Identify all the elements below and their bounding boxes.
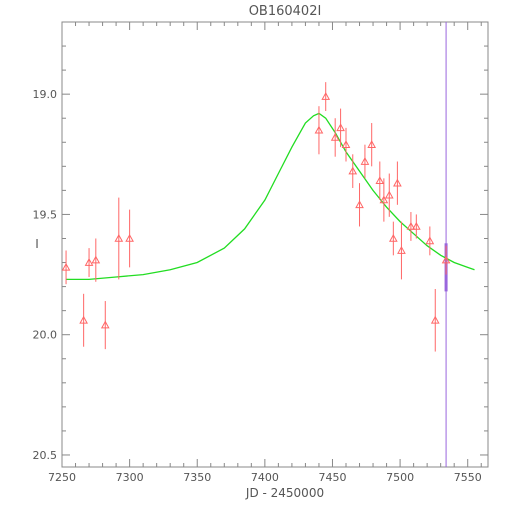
data-point-triangle (411, 221, 421, 230)
y-tick-label: 19.0 (33, 88, 58, 101)
y-tick-label: 19.5 (33, 208, 58, 221)
data-point-triangle (125, 233, 134, 242)
data-point-triangle (100, 320, 110, 329)
data-point-triangle (114, 233, 124, 242)
data-point-triangle (367, 140, 377, 148)
x-tick-label: 7500 (386, 471, 414, 484)
data-point-triangle (91, 255, 101, 264)
data-point-triangle (406, 221, 416, 230)
plot-frame (61, 21, 489, 468)
data-point-triangle (393, 178, 402, 187)
data-point-triangle (430, 315, 440, 324)
data-point-triangle (348, 166, 358, 175)
x-tick-label: 7350 (183, 471, 211, 484)
model-curve (66, 112, 475, 281)
chart-title: OB160402I (249, 4, 322, 19)
plot-area: 7250 7300 7350 7400 7450 7500 7550 19.0 19.5 20.0… (33, 21, 489, 484)
y-axis-label: I (35, 237, 39, 251)
y-tick-label: 20.0 (33, 329, 58, 342)
data-point-triangle (397, 245, 406, 254)
data-point-triangle (379, 195, 389, 204)
data-point-triangle (321, 92, 331, 100)
data-point-triangle (384, 190, 394, 199)
x-tick-label: 7250 (48, 471, 76, 484)
x-tick-label: 7450 (318, 471, 346, 484)
data-point-triangle (314, 125, 324, 134)
y-tick-label: 20.5 (33, 449, 58, 462)
data-point-triangle (360, 156, 370, 165)
data-point-triangle (336, 123, 345, 132)
x-tick-label: 7550 (454, 471, 482, 484)
x-tick-label: 7300 (116, 471, 144, 484)
x-axis-label: JD - 2450000 (245, 486, 324, 500)
data-point-triangle (84, 258, 94, 266)
data-point-triangle (441, 255, 451, 264)
data-point-triangle (61, 262, 71, 271)
data-point-triangle (330, 132, 340, 141)
data-point-triangle (355, 200, 364, 209)
data-point-triangle (341, 140, 351, 148)
data-point-triangle (79, 315, 88, 324)
data-point-triangle (375, 176, 385, 185)
data-point-triangle (425, 236, 435, 245)
x-tick-label: 7400 (251, 471, 279, 484)
data-point-triangle (388, 233, 398, 242)
